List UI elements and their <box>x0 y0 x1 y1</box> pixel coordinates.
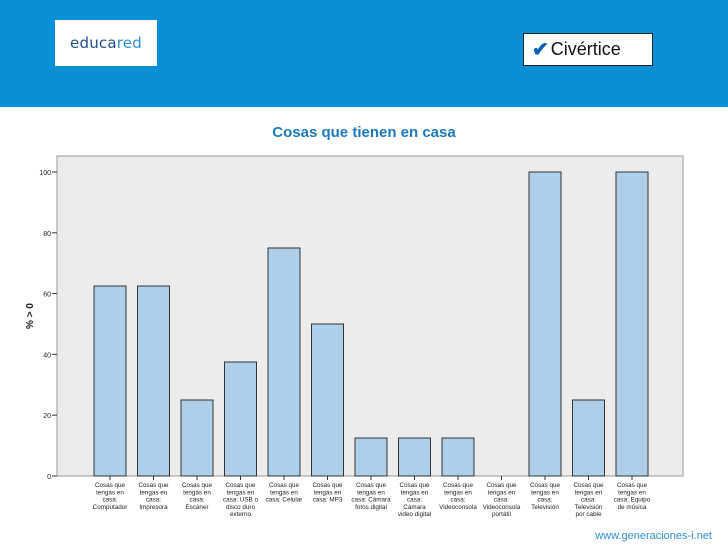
civertice-logo[interactable]: ✔ Civértice <box>523 33 653 66</box>
x-tick-label: Cosas que tengas en casa: Videoconsola <box>439 482 477 511</box>
checkmark-icon: ✔ <box>532 38 549 61</box>
bar <box>354 437 388 477</box>
bar <box>528 171 562 477</box>
bar <box>137 285 170 477</box>
y-tick-label: 40 <box>43 352 51 359</box>
x-tick-label: Cosas que tengas en casa: Televisión <box>530 482 561 511</box>
bar <box>311 323 344 477</box>
x-tick-label: Cosas que tengas en casa: USB o disco duro e… <box>223 482 258 518</box>
bar <box>267 247 301 477</box>
chart-title: Cosas que tienen en casa <box>272 124 456 141</box>
civertice-label: Civértice <box>550 39 621 59</box>
x-tick-label: Cosas que tengas en casa: Celular <box>266 482 303 504</box>
bar <box>398 437 431 477</box>
bar <box>180 399 214 477</box>
bar <box>93 285 127 477</box>
x-tick-label: Cosas que tengas en casa: Escáner <box>182 482 213 511</box>
header-banner: educared ✔ Civértice <box>0 0 728 107</box>
x-tick-label: Cosas que tengas en casa: Cámara video digit… <box>398 482 431 518</box>
y-tick-label: 80 <box>43 231 51 238</box>
y-tick-label: 20 <box>43 413 51 420</box>
y-tick-label: 0 <box>47 474 51 481</box>
y-tick-label: 60 <box>43 292 51 299</box>
x-tick-label: Cosas que tengas en casa: Televisión por cab… <box>573 482 604 518</box>
educared-logo-text: educared <box>70 34 142 52</box>
bar <box>615 171 649 477</box>
x-tick-label: Cosas que tengas en casa: Computador <box>93 482 128 511</box>
bar <box>441 437 475 477</box>
x-tick-label: Cosas que tengas en casa: Cámara fotos digi… <box>351 482 391 511</box>
y-axis-label: % > 0 <box>25 303 36 329</box>
bar-chart: 0 20 40 60 80 100 % > 0 Cosas que tengas en casa:… <box>25 155 684 518</box>
x-tick-label: Cosas que tengas en casa: MP3 <box>312 482 343 504</box>
x-tick-label: Cosas que tengas en casa: Impresora <box>138 482 169 511</box>
bar <box>572 399 605 477</box>
footer-url-link[interactable]: www.generaciones-i.net <box>595 530 712 542</box>
x-tick-label: Cosas que tengas en casa: Videoconsola portá… <box>483 482 521 518</box>
logo-text-part1: educa <box>70 34 117 52</box>
bar <box>224 361 257 477</box>
x-tick-label: Cosas que tengas en casa: Equipo de música <box>614 482 651 511</box>
y-tick-label: 100 <box>39 170 51 177</box>
logo-text-part2: red <box>116 34 142 52</box>
educared-logo[interactable]: educared <box>55 20 157 66</box>
